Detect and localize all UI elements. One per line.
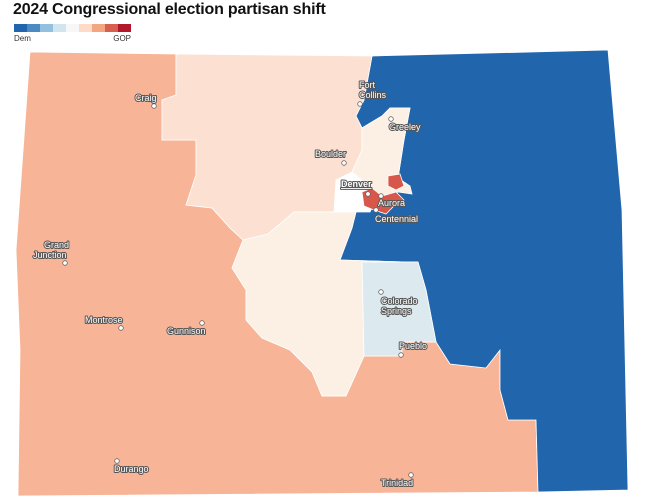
legend-swatch <box>27 24 40 32</box>
legend-gop-label: GOP <box>113 34 131 43</box>
city-dot-icon <box>378 193 384 199</box>
district-6-aurora-region[interactable] <box>387 173 405 191</box>
district-7-region[interactable] <box>231 211 407 397</box>
city-label-line2: Collins <box>359 90 387 100</box>
city-dot-icon <box>199 320 205 326</box>
map-title: 2024 Congressional election partisan shi… <box>13 1 326 18</box>
color-legend: Dem GOP <box>14 24 131 43</box>
city-label: Trinidad <box>381 478 413 488</box>
city-centennial: Centennial <box>373 207 419 225</box>
city-label: Aurora <box>378 198 405 208</box>
city-dot-icon <box>398 352 404 358</box>
city-label-line1: Grand <box>44 240 69 250</box>
legend-swatch <box>14 24 27 32</box>
city-label: Greeley <box>389 122 421 132</box>
city-dot-icon <box>388 116 394 122</box>
city-label: Centennial <box>375 214 418 224</box>
city-dot-icon <box>118 325 124 331</box>
city-montrose: Montrose <box>84 314 124 331</box>
city-label-line2: Springs <box>381 306 412 316</box>
city-label-line1: Fort <box>359 80 376 90</box>
city-trinidad: Trinidad <box>380 472 414 489</box>
city-aurora: Aurora <box>377 193 406 209</box>
city-dot-icon <box>151 103 157 109</box>
city-boulder: Boulder <box>314 148 347 166</box>
city-label: Boulder <box>315 149 346 159</box>
city-label: Montrose <box>85 315 123 325</box>
city-label: Craig <box>135 93 157 103</box>
city-dot-icon <box>408 472 414 478</box>
city-durango: Durango <box>113 458 150 475</box>
city-greeley: Greeley <box>388 116 422 133</box>
city-label-line1: Colorado <box>381 296 418 306</box>
city-pueblo: Pueblo <box>398 340 428 358</box>
legend-swatch <box>53 24 66 32</box>
city-gunnison: Gunnison <box>166 320 207 337</box>
legend-dem-label: Dem <box>14 34 31 43</box>
legend-color-scale <box>14 24 131 32</box>
city-grand-junction: Grand Junction <box>32 239 70 266</box>
legend-swatch <box>79 24 92 32</box>
legend-swatch <box>66 24 79 32</box>
city-dot-icon <box>378 289 384 295</box>
city-label: Gunnison <box>167 326 206 336</box>
city-label: Durango <box>114 464 149 474</box>
city-label-line2: Junction <box>33 250 67 260</box>
legend-swatch <box>92 24 105 32</box>
city-denver: Denver <box>340 178 373 197</box>
city-dot-icon <box>373 207 379 213</box>
city-colorado-springs: Colorado Springs <box>378 289 419 317</box>
legend-swatch <box>105 24 118 32</box>
district-1-denver-region[interactable] <box>361 187 405 215</box>
city-label: Denver <box>341 179 372 189</box>
city-fort-collins: Fort Collins <box>357 79 388 107</box>
legend-swatch <box>118 24 131 32</box>
city-dot-icon <box>62 260 68 266</box>
city-dot-icon <box>357 101 363 107</box>
legend-swatch <box>40 24 53 32</box>
district-5-region[interactable] <box>361 261 437 357</box>
city-label: Pueblo <box>399 341 427 351</box>
city-craig: Craig <box>134 92 158 109</box>
city-dot-icon <box>365 191 371 197</box>
city-dot-icon <box>341 160 347 166</box>
city-dot-icon <box>114 458 120 464</box>
